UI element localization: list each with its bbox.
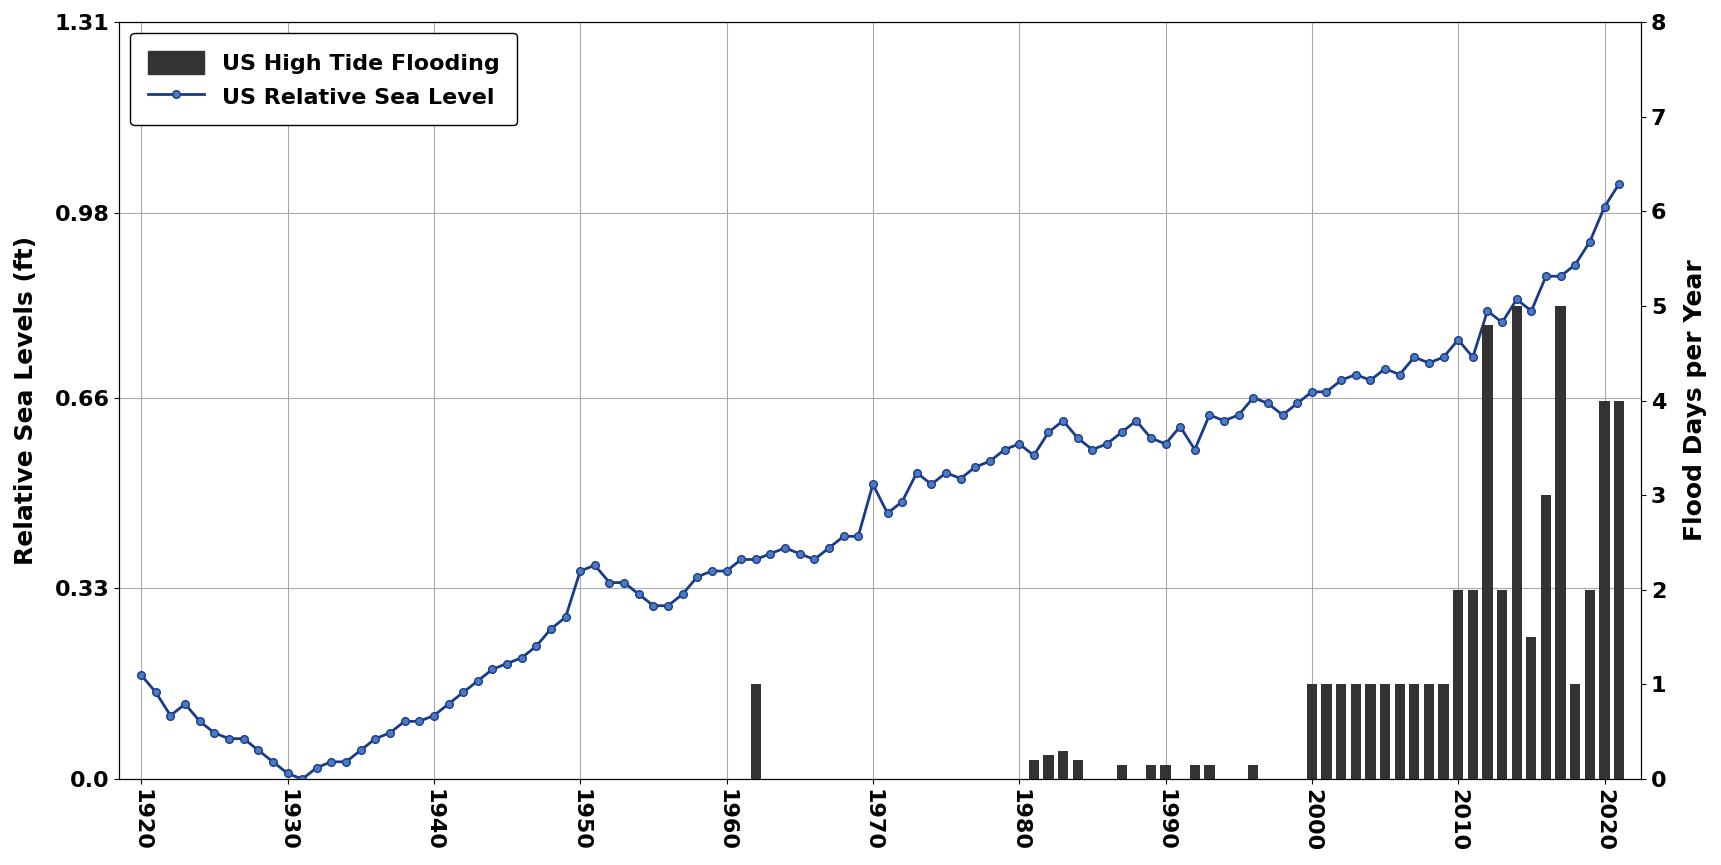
Bar	[1322, 684, 1332, 779]
Bar	[1306, 684, 1317, 779]
Bar	[1453, 590, 1463, 779]
Bar	[1511, 306, 1521, 779]
Bar	[1335, 684, 1346, 779]
Bar	[1482, 324, 1492, 779]
Bar	[1540, 495, 1551, 779]
Bar	[1599, 400, 1609, 779]
Bar	[1585, 590, 1595, 779]
Bar	[1189, 765, 1200, 779]
Bar	[1423, 684, 1434, 779]
Bar	[1365, 684, 1375, 779]
Bar	[1614, 400, 1625, 779]
Bar	[1409, 684, 1420, 779]
Bar	[1527, 638, 1537, 779]
Bar	[1394, 684, 1404, 779]
Bar	[1497, 590, 1508, 779]
Bar	[1351, 684, 1361, 779]
Bar	[1117, 765, 1127, 779]
Bar	[1248, 765, 1258, 779]
Bar	[1205, 765, 1215, 779]
Legend: US High Tide Flooding, US Relative Sea Level: US High Tide Flooding, US Relative Sea L…	[131, 33, 516, 125]
Bar	[1439, 684, 1449, 779]
Bar	[1160, 765, 1170, 779]
Bar	[1043, 755, 1053, 779]
Y-axis label: Relative Sea Levels (ft): Relative Sea Levels (ft)	[14, 236, 38, 565]
Bar	[1556, 306, 1566, 779]
Bar	[1380, 684, 1391, 779]
Bar	[1029, 760, 1039, 779]
Bar	[750, 684, 761, 779]
Y-axis label: Flood Days per Year: Flood Days per Year	[1683, 260, 1707, 541]
Bar	[1146, 765, 1157, 779]
Bar	[1072, 760, 1083, 779]
Bar	[1468, 590, 1478, 779]
Bar	[1570, 684, 1580, 779]
Bar	[1058, 751, 1069, 779]
